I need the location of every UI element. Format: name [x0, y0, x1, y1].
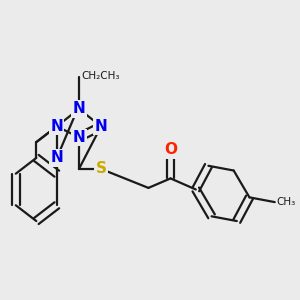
Text: N: N — [50, 119, 63, 134]
Text: N: N — [73, 101, 85, 116]
Text: N: N — [50, 150, 63, 165]
Text: CH₃: CH₃ — [276, 197, 296, 207]
Text: S: S — [95, 161, 106, 176]
Text: CH₂CH₃: CH₂CH₃ — [82, 71, 120, 81]
Text: O: O — [164, 142, 177, 158]
Text: N: N — [73, 130, 85, 145]
Text: N: N — [95, 119, 107, 134]
